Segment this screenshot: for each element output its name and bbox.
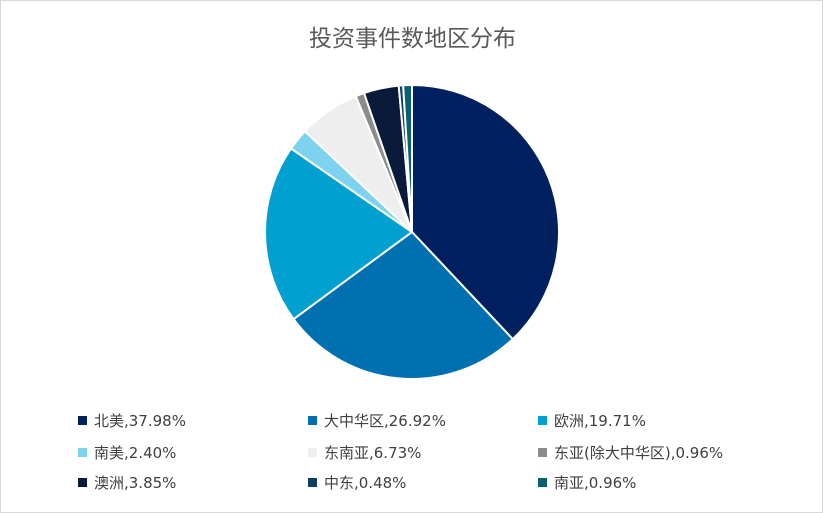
legend-swatch [538,447,547,457]
pie-chart [264,83,561,380]
legend-label: 澳洲,3.85% [94,473,177,492]
legend-item: 东南亚,6.73% [308,441,421,463]
legend-label: 南亚,0.96% [554,473,637,492]
legend-swatch [78,477,87,487]
legend-item: 澳洲,3.85% [78,471,176,493]
legend-label: 中东,0.48% [324,473,407,492]
pie-slice-0 [411,83,561,341]
legend-label: 欧洲,19.71% [554,411,646,430]
legend-item: 欧洲,19.71% [538,409,646,431]
legend-label: 南美,2.40% [94,443,177,462]
legend-item: 大中华区,26.92% [308,409,446,431]
legend-swatch [78,415,87,425]
legend-item: 南美,2.40% [78,441,176,463]
pie-slice-2 [264,147,414,321]
pie-slice-1 [292,230,515,380]
legend-swatch [78,447,87,457]
legend-item: 南亚,0.96% [538,471,636,493]
legend-swatch [538,415,547,425]
legend-swatch [308,477,317,487]
legend-label: 东南亚,6.73% [324,443,422,462]
legend-label: 东亚(除大中华区),0.96% [554,443,724,462]
legend-item: 中东,0.48% [308,471,406,493]
legend-swatch [308,447,317,457]
chart-title: 投资事件数地区分布 [309,26,516,52]
legend-swatch [308,415,317,425]
legend-item: 东亚(除大中华区),0.96% [538,441,723,463]
pie-slice-8 [402,83,413,233]
legend-swatch [538,477,547,487]
legend-label: 大中华区,26.92% [324,411,446,430]
legend-label: 北美,37.98% [94,411,186,430]
legend-item: 北美,37.98% [78,409,186,431]
